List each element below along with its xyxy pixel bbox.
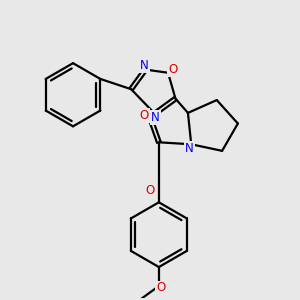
Text: O: O <box>146 184 155 197</box>
Text: O: O <box>140 110 149 122</box>
Text: O: O <box>168 63 177 76</box>
Text: O: O <box>156 281 166 295</box>
Text: N: N <box>151 111 160 124</box>
Text: N: N <box>140 59 149 72</box>
Text: N: N <box>185 142 194 155</box>
